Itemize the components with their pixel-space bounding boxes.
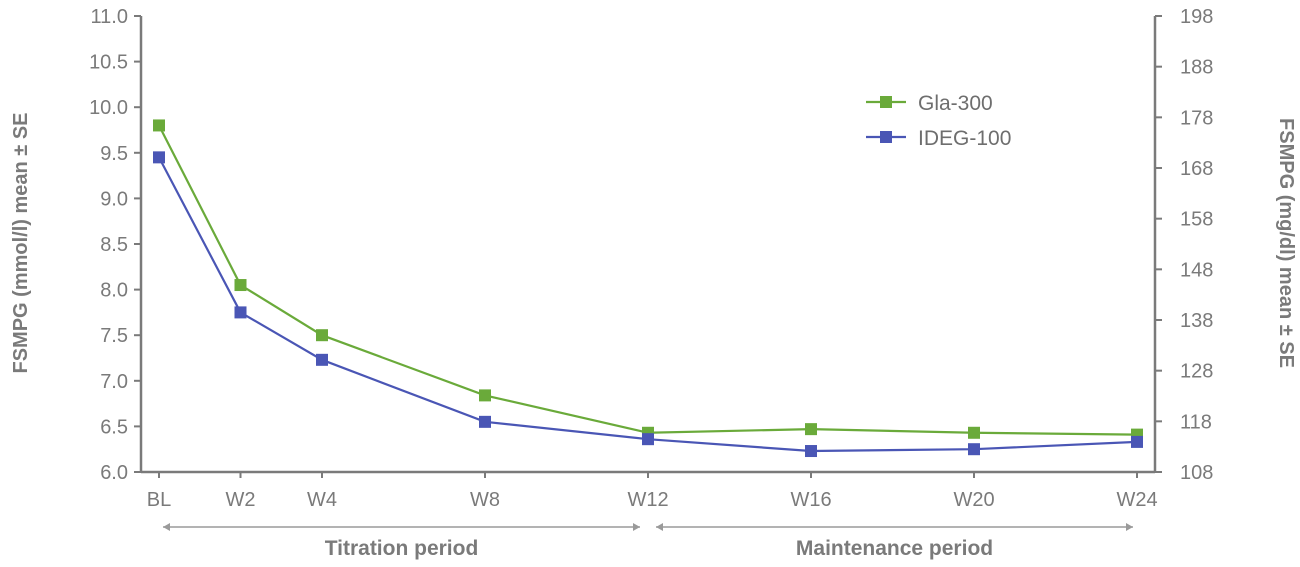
- data-point: [805, 423, 817, 436]
- left-y-axis-ticks: 6.0 6.5 7.0 7.5 8.0 8.5 9.0 9.5 10.0 10.5 11.0: [89, 6, 141, 484]
- right-y-axis-label: FSMPG (mg/dl) mean ± SE: [1275, 118, 1297, 368]
- series-layer: [153, 119, 1143, 458]
- left-y-tick-label: 10.0: [89, 97, 128, 119]
- period-arrow-right: [1126, 523, 1133, 531]
- x-tick-label: W2: [226, 489, 256, 511]
- x-tick-label: W20: [953, 489, 994, 511]
- period-arrow-right: [633, 523, 640, 531]
- left-y-tick-label: 6.5: [100, 416, 128, 438]
- legend-entry: Gla-300: [866, 92, 993, 115]
- right-y-tick-label: 108: [1180, 462, 1213, 484]
- series-gla-300: [153, 119, 1143, 441]
- left-y-tick-label: 11.0: [91, 6, 128, 28]
- data-point: [234, 279, 247, 292]
- right-y-axis-ticks: 108 118 128 138 148 158 168 178 188 198: [1155, 6, 1213, 484]
- period-annotations: Titration period Maintenance period: [163, 523, 1133, 560]
- left-y-tick-label: 8.0: [100, 280, 128, 302]
- data-point: [234, 306, 247, 319]
- right-y-tick-label: 178: [1180, 107, 1213, 129]
- data-point: [968, 426, 980, 439]
- legend-label: IDEG-100: [918, 127, 1011, 150]
- right-y-tick-label: 168: [1180, 158, 1213, 180]
- left-y-tick-label: 7.5: [100, 325, 128, 347]
- x-tick-label: W24: [1116, 489, 1157, 511]
- x-tick-label: W16: [790, 489, 831, 511]
- period-label: Titration period: [325, 537, 479, 560]
- legend: Gla-300 IDEG-100: [866, 92, 1011, 150]
- series-line: [158, 156, 1138, 453]
- x-tick-label: BL: [147, 489, 171, 511]
- right-y-tick-label: 128: [1180, 361, 1213, 383]
- period-arrow-left: [656, 523, 663, 531]
- data-point: [479, 415, 491, 428]
- x-tick-label: W4: [307, 489, 337, 511]
- right-y-tick-label: 118: [1180, 411, 1212, 433]
- axes: [139, 16, 1157, 474]
- legend-label: Gla-300: [918, 92, 993, 115]
- left-y-tick-label: 9.0: [100, 188, 128, 210]
- series-ideg-100: [153, 151, 1143, 458]
- left-y-tick-label: 6.0: [100, 462, 128, 484]
- data-point: [316, 329, 328, 342]
- data-point: [1131, 435, 1143, 448]
- left-y-axis-label: FSMPG (mmol/l) mean ± SE: [10, 112, 32, 373]
- series-line: [158, 124, 1138, 436]
- data-point: [479, 389, 491, 402]
- left-y-tick-label: 10.5: [89, 52, 128, 74]
- legend-marker: [880, 131, 892, 143]
- left-y-tick-label: 9.5: [100, 143, 128, 165]
- right-y-tick-label: 198: [1180, 6, 1213, 28]
- period-arrow-left: [163, 523, 170, 531]
- period-maintenance: Maintenance period: [656, 523, 1133, 560]
- right-y-tick-label: 188: [1180, 57, 1213, 79]
- left-y-tick-label: 8.5: [100, 234, 128, 256]
- period-titration: Titration period: [163, 523, 640, 560]
- right-y-tick-label: 148: [1180, 259, 1213, 281]
- data-point: [642, 433, 654, 446]
- data-point: [316, 353, 328, 366]
- legend-marker: [880, 96, 892, 108]
- left-y-tick-label: 7.0: [100, 371, 128, 393]
- right-y-tick-label: 138: [1180, 310, 1213, 332]
- data-point: [153, 151, 165, 164]
- data-point: [968, 443, 980, 456]
- data-point: [153, 119, 165, 132]
- period-label: Maintenance period: [796, 537, 993, 560]
- x-axis-ticks: BL W2 W4 W8 W12 W16 W20 W24: [147, 472, 1158, 511]
- right-y-tick-label: 158: [1180, 209, 1213, 231]
- data-point: [805, 445, 817, 458]
- x-tick-label: W8: [470, 489, 500, 511]
- legend-entry: IDEG-100: [866, 127, 1011, 150]
- x-tick-label: W12: [627, 489, 668, 511]
